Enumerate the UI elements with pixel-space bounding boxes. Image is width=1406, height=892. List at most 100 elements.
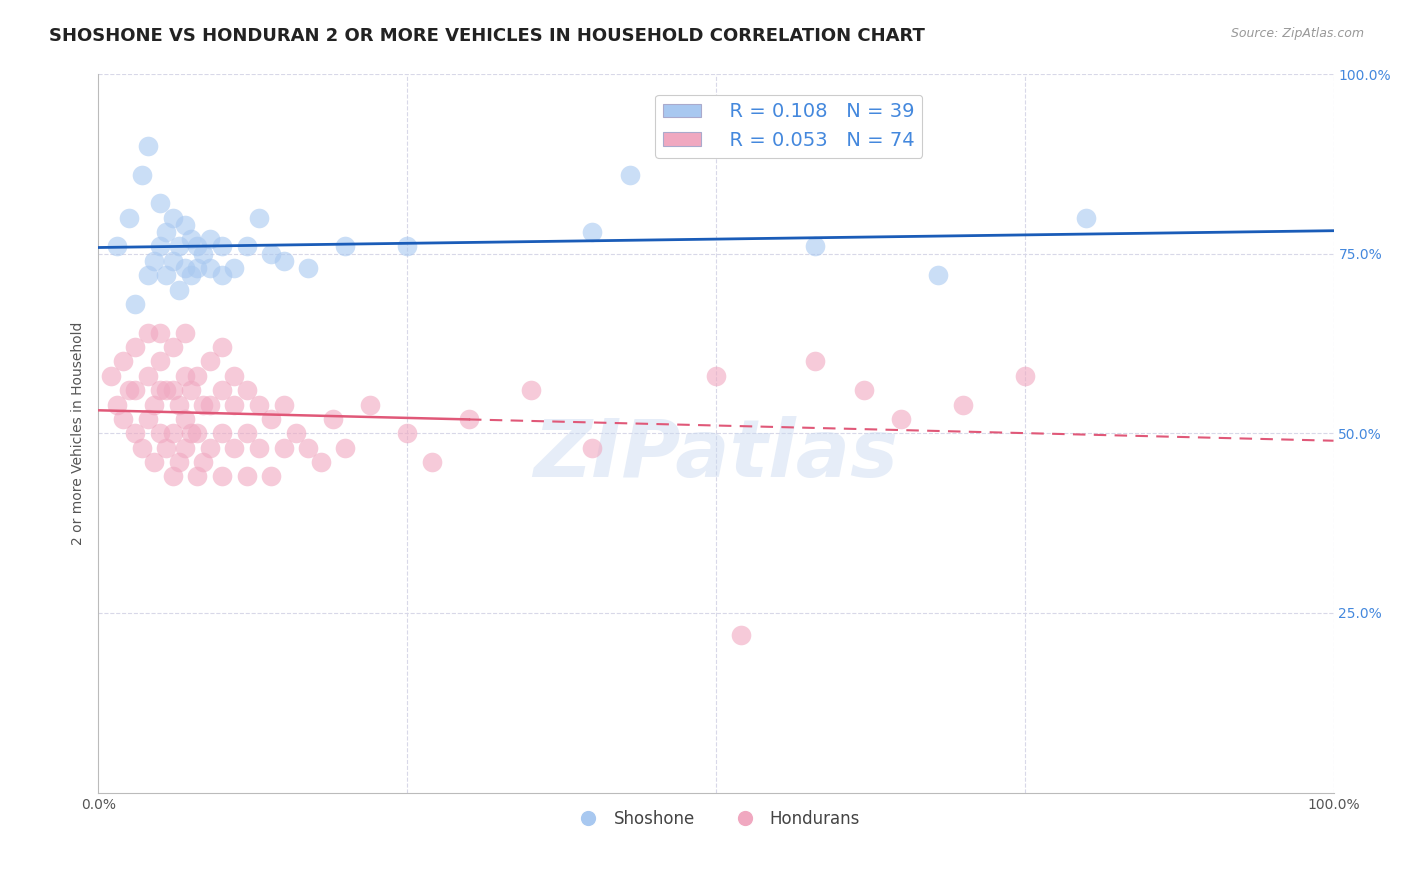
Point [124,340,146,354]
Point [131,168,153,182]
Y-axis label: 2 or more Vehicles in Household: 2 or more Vehicles in Household [72,322,86,545]
Point [309,455,332,469]
Point [174,412,197,426]
Point [1076,211,1098,225]
Text: SHOSHONE VS HONDURAN 2 OR MORE VEHICLES IN HOUSEHOLD CORRELATION CHART: SHOSHONE VS HONDURAN 2 OR MORE VEHICLES … [49,27,925,45]
Point [235,239,257,253]
Point [273,253,295,268]
Point [167,398,190,412]
Point [136,326,159,340]
Point [193,398,215,412]
Point [174,441,197,455]
Point [167,455,190,469]
Text: ZIPatlas: ZIPatlas [533,416,898,494]
Point [198,354,221,368]
Point [211,239,233,253]
Point [143,253,166,268]
Point [420,455,443,469]
Point [105,398,128,412]
Point [174,326,197,340]
Point [235,426,257,441]
Point [260,246,283,260]
Point [285,426,308,441]
Point [118,383,141,397]
Point [193,455,215,469]
Point [359,398,381,412]
Point [100,368,122,383]
Point [112,354,135,368]
Point [136,268,159,283]
Point [180,383,202,397]
Point [235,383,257,397]
Point [136,139,159,153]
Point [186,469,208,483]
Legend: Shoshone, Hondurans: Shoshone, Hondurans [565,804,866,835]
Point [198,232,221,246]
Point [804,239,827,253]
Point [224,398,246,412]
Point [124,426,146,441]
Point [174,368,197,383]
Point [224,368,246,383]
Point [619,168,641,182]
Point [396,239,419,253]
Point [1014,368,1036,383]
Point [211,426,233,441]
Point [112,412,135,426]
Point [149,426,172,441]
Point [143,398,166,412]
Point [174,218,197,232]
Point [519,383,541,397]
Point [186,426,208,441]
Point [180,232,202,246]
Point [155,383,177,397]
Point [143,455,166,469]
Point [581,441,603,455]
Point [162,383,184,397]
Point [704,368,727,383]
Text: Source: ZipAtlas.com: Source: ZipAtlas.com [1230,27,1364,40]
Point [211,268,233,283]
Point [247,211,270,225]
Point [458,412,481,426]
Point [247,398,270,412]
Point [149,196,172,211]
Point [853,383,876,397]
Point [890,412,912,426]
Point [162,253,184,268]
Point [186,368,208,383]
Point [162,426,184,441]
Point [952,398,974,412]
Point [224,261,246,276]
Point [211,340,233,354]
Point [174,261,197,276]
Point [186,261,208,276]
Point [297,261,319,276]
Point [149,354,172,368]
Point [322,412,344,426]
Point [155,268,177,283]
Point [198,398,221,412]
Point [273,441,295,455]
Point [124,297,146,311]
Point [396,426,419,441]
Point [149,239,172,253]
Point [581,225,603,239]
Point [180,426,202,441]
Point [247,441,270,455]
Point [273,398,295,412]
Point [224,441,246,455]
Point [211,383,233,397]
Point [136,412,159,426]
Point [927,268,949,283]
Point [155,225,177,239]
Point [136,368,159,383]
Point [235,469,257,483]
Point [149,326,172,340]
Point [186,239,208,253]
Point [167,239,190,253]
Point [193,246,215,260]
Point [124,383,146,397]
Point [155,441,177,455]
Point [297,441,319,455]
